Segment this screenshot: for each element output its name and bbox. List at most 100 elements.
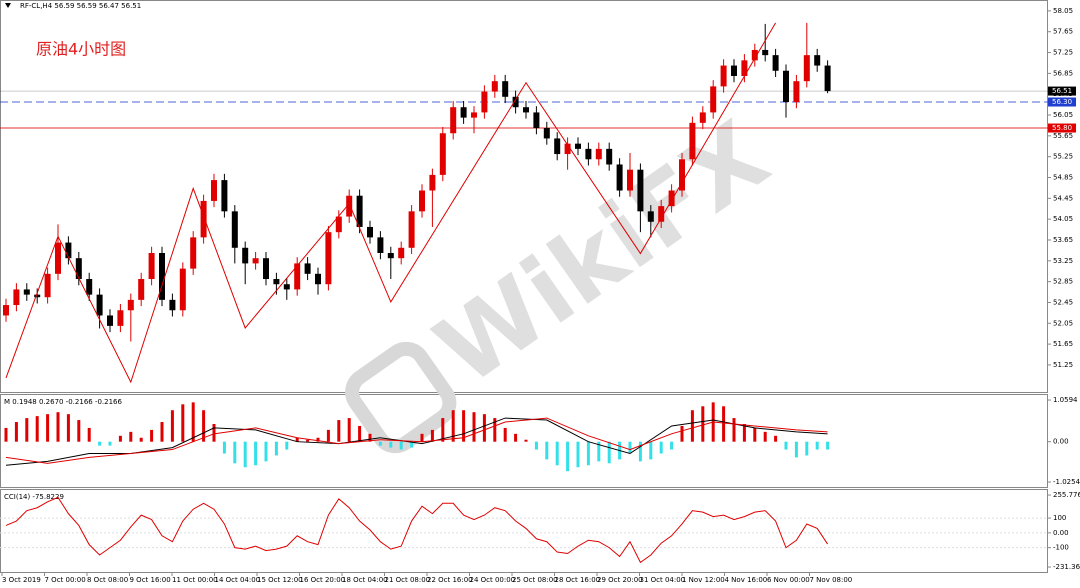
candle-body <box>408 211 415 248</box>
candle-body <box>564 143 571 155</box>
macd-bar <box>441 418 445 442</box>
macd-bar <box>181 404 185 442</box>
candle-body <box>523 107 529 113</box>
macd-bar <box>347 418 351 442</box>
macd-bar <box>378 441 382 446</box>
candle-body <box>107 315 113 326</box>
candle-body <box>304 263 311 274</box>
macd-bar <box>191 402 195 442</box>
x-tick-label: 6 Nov 00:00 <box>767 576 810 584</box>
candle-body <box>803 55 810 82</box>
candle-body <box>460 107 467 118</box>
macd-bar <box>306 439 310 442</box>
y-tick-label: 54.05 <box>1053 215 1073 223</box>
macd-title: M 0.1948 0.2670 -0.2166 -0.2166 <box>4 398 123 406</box>
candle-body <box>689 122 696 160</box>
macd-bar <box>722 406 726 442</box>
candle-body <box>86 279 93 295</box>
y-tick-label: 53.25 <box>1053 257 1073 265</box>
macd-bar <box>285 441 289 450</box>
macd-line <box>5 417 828 464</box>
candle-body <box>491 81 498 92</box>
header-arrow <box>5 3 11 8</box>
candle-body <box>647 211 654 222</box>
candle-body <box>606 148 613 165</box>
candle-body <box>252 258 259 264</box>
candle-body <box>710 86 717 113</box>
chart-title: 原油4小时图 <box>36 40 126 59</box>
macd-bar <box>389 441 393 448</box>
macd-bar <box>56 412 60 442</box>
x-tick-label: 3 Oct 2019 <box>2 576 41 584</box>
macd-bar <box>815 441 819 450</box>
macd-bar <box>368 433 372 442</box>
candle-body <box>283 284 290 290</box>
y-tick-label: 57.65 <box>1053 28 1073 36</box>
macd-bar <box>410 441 414 448</box>
candle-body <box>263 258 269 280</box>
candle-body <box>148 252 155 280</box>
candle-body <box>117 310 124 326</box>
candle-body <box>751 49 758 61</box>
candle-body <box>356 195 363 227</box>
macd-bar <box>358 425 362 442</box>
candle-body <box>273 279 280 285</box>
watermark-logo <box>345 341 457 454</box>
candle-body <box>741 60 748 76</box>
zigzag-line <box>5 22 777 384</box>
macd-bar <box>493 418 497 442</box>
candle-body <box>335 216 342 233</box>
candle-body <box>502 81 509 97</box>
macd-bar <box>202 410 206 442</box>
price-level-box <box>1048 97 1076 107</box>
macd-bar <box>25 418 29 442</box>
candle-body <box>325 232 332 285</box>
x-tick-label: 25 Oct 08:00 <box>512 576 558 584</box>
candle-body <box>616 164 623 191</box>
candle-body <box>595 148 602 160</box>
macd-bar <box>732 418 736 442</box>
macd-bar <box>805 441 809 456</box>
candle-body <box>627 169 633 191</box>
candle-body <box>34 294 41 298</box>
y-tick-label: 52.85 <box>1053 278 1073 286</box>
x-tick-label: 11 Oct 00:00 <box>172 576 218 584</box>
price-level-box <box>1048 123 1076 133</box>
price-level-box <box>1048 86 1076 96</box>
candle-body <box>720 65 727 87</box>
macd-panel <box>0 394 1048 488</box>
macd-bar <box>4 427 8 442</box>
candle-body <box>533 112 540 129</box>
y-tick-label: 51.25 <box>1053 361 1073 369</box>
x-tick-label: 22 Oct 16:00 <box>427 576 473 584</box>
y-tick-label: 57.25 <box>1053 49 1073 57</box>
x-tick-label: 16 Oct 20:00 <box>300 576 346 584</box>
candle-body <box>44 273 51 298</box>
macd-bar <box>222 441 226 454</box>
candle-body <box>127 299 134 311</box>
y-tick-label: 1.0594 <box>1053 396 1078 404</box>
candle-body <box>554 138 561 155</box>
x-tick-label: 15 Oct 12:00 <box>257 576 303 584</box>
macd-bar <box>826 441 830 450</box>
y-tick-label: 54.85 <box>1053 173 1073 181</box>
candle-body <box>13 289 20 306</box>
candle-body <box>481 91 488 113</box>
candle-body <box>512 96 519 108</box>
candle-body <box>658 206 665 222</box>
y-tick-label: 55.25 <box>1053 153 1073 161</box>
macd-bar <box>326 429 330 442</box>
y-tick-label: 54.45 <box>1053 194 1073 202</box>
candle-body <box>159 252 165 300</box>
candle-body <box>55 242 61 274</box>
candle-body <box>762 49 769 56</box>
macd-bar <box>139 437 143 442</box>
cci-panel <box>0 489 1048 573</box>
candle-body <box>679 159 685 191</box>
macd-bar <box>77 420 81 442</box>
macd-line <box>5 417 828 466</box>
x-tick-label: 7 Oct 00:00 <box>45 576 86 584</box>
candle-body <box>637 169 644 212</box>
candle-body <box>346 195 353 217</box>
